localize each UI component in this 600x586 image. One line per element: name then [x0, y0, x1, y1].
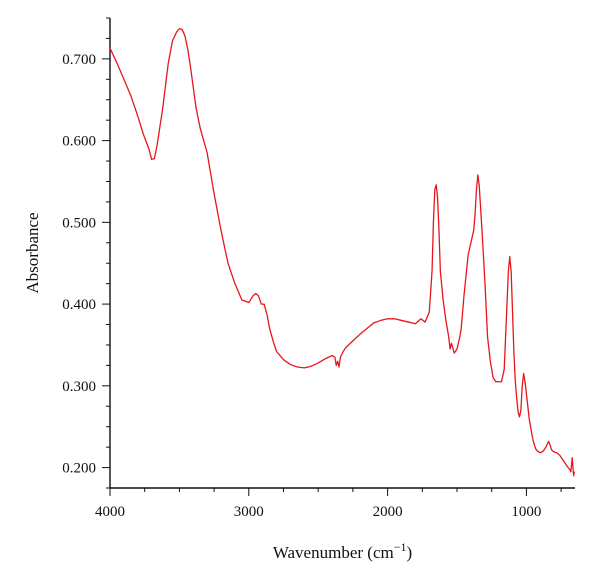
series-layer	[109, 27, 575, 477]
x-axis-title-superscript: −1	[394, 540, 407, 554]
x-axis-title-suffix: )	[407, 543, 413, 562]
y-tick-label: 0.200	[62, 461, 96, 477]
y-tick-label: 0.700	[62, 52, 96, 68]
y-axis-title: Absorbance	[23, 212, 42, 293]
y-axis-ticks: 0.200 0.300 0.400 0.500 0.600 0.700	[62, 17, 110, 489]
y-tick-label: 0.300	[62, 379, 96, 395]
x-tick-label: 3000	[234, 504, 264, 520]
x-tick-label: 1000	[511, 504, 541, 520]
x-tick-label: 4000	[95, 504, 125, 520]
x-axis-title: Wavenumber (cm−1)	[273, 540, 412, 562]
x-axis-title-main: Wavenumber (cm	[273, 543, 394, 562]
y-tick-label: 0.500	[62, 215, 96, 231]
plot-area	[109, 18, 575, 489]
y-tick-label: 0.400	[62, 297, 96, 313]
y-tick-label: 0.600	[62, 134, 96, 150]
x-axis-ticks: 4000 3000 2000 1000	[95, 488, 562, 520]
x-tick-label: 2000	[373, 504, 403, 520]
spectrum-line	[109, 27, 575, 477]
